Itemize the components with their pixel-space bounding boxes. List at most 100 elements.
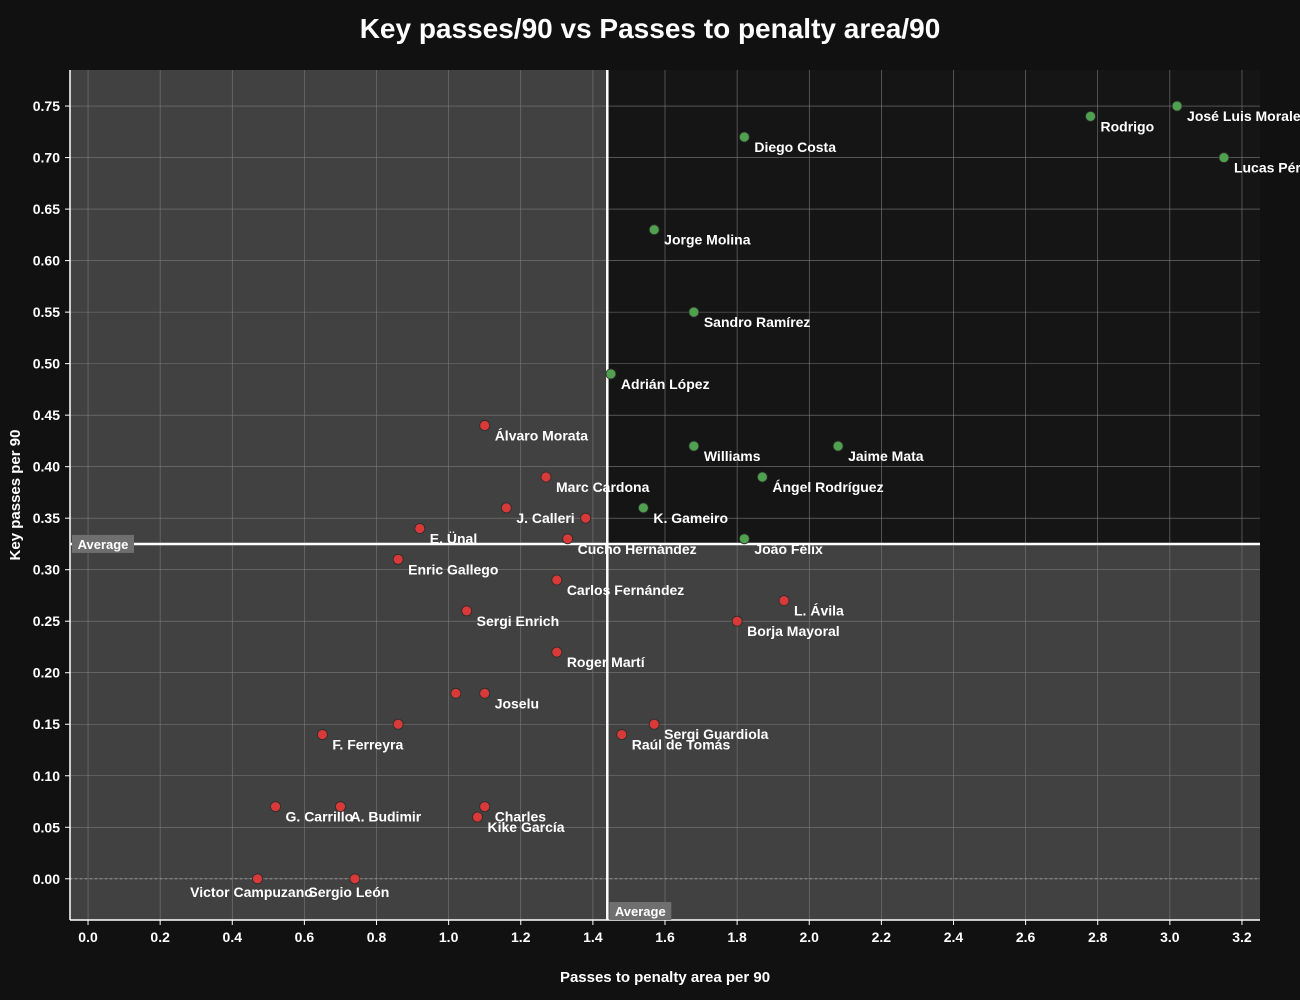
data-point: [317, 730, 327, 740]
y-tick-label: 0.55: [33, 304, 60, 320]
point-label: Sergio León: [308, 884, 389, 900]
data-point: [1172, 101, 1182, 111]
point-label: K. Gameiro: [653, 510, 728, 526]
y-tick-label: 0.25: [33, 613, 60, 629]
data-point: [393, 554, 403, 564]
point-label: Borja Mayoral: [747, 623, 840, 639]
point-label: Sergi Enrich: [477, 613, 559, 629]
data-point: [617, 730, 627, 740]
x-tick-label: 1.0: [439, 929, 459, 945]
data-point: [480, 802, 490, 812]
data-point: [739, 132, 749, 142]
y-tick-label: 0.20: [33, 665, 60, 681]
data-point: [581, 513, 591, 523]
data-point: [779, 596, 789, 606]
data-point: [552, 647, 562, 657]
point-label: Álvaro Morata: [495, 427, 589, 443]
chart-container: Key passes/90 vs Passes to penalty area/…: [0, 0, 1300, 1000]
data-point: [689, 307, 699, 317]
point-label: Carlos Fernández: [567, 582, 684, 598]
y-tick-label: 0.35: [33, 510, 60, 526]
point-label: Rodrigo: [1101, 118, 1155, 134]
data-point: [472, 812, 482, 822]
data-point: [1219, 153, 1229, 163]
plot-area: Average Average José Luis Morales Rodrigo Lu…: [33, 70, 1300, 945]
data-point: [739, 534, 749, 544]
point-label: Roger Martí: [567, 654, 646, 670]
point-label: Sandro Ramírez: [704, 314, 811, 330]
data-point: [335, 802, 345, 812]
x-tick-label: 2.2: [872, 929, 892, 945]
x-tick-label: 0.0: [78, 929, 98, 945]
data-point: [732, 616, 742, 626]
data-point: [462, 606, 472, 616]
data-point: [757, 472, 767, 482]
y-tick-label: 0.75: [33, 98, 60, 114]
data-point: [833, 441, 843, 451]
x-tick-label: 1.8: [727, 929, 747, 945]
y-tick-label: 0.15: [33, 716, 60, 732]
point-label: Enric Gallego: [408, 561, 498, 577]
data-point: [350, 874, 360, 884]
y-tick-label: 0.05: [33, 819, 60, 835]
point-label: José Luis Morales: [1187, 108, 1300, 124]
y-tick-label: 0.10: [33, 768, 60, 784]
data-point: [393, 719, 403, 729]
point-label: Cucho Hernández: [578, 541, 697, 557]
point-label: Victor Campuzano: [190, 884, 313, 900]
point-label: F. Ferreyra: [332, 737, 403, 753]
x-tick-label: 0.6: [295, 929, 315, 945]
point-label: Jaime Mata: [848, 448, 924, 464]
data-point: [563, 534, 573, 544]
data-point: [415, 523, 425, 533]
data-point: [552, 575, 562, 585]
point-label: Adrián López: [621, 376, 710, 392]
data-point: [541, 472, 551, 482]
data-point: [689, 441, 699, 451]
point-label: Jorge Molina: [664, 232, 751, 248]
y-tick-label: 0.50: [33, 356, 60, 372]
x-tick-label: 1.4: [583, 929, 603, 945]
y-tick-label: 0.30: [33, 562, 60, 578]
avg-label-x-text: Average: [615, 904, 666, 919]
y-tick-label: 0.45: [33, 407, 60, 423]
data-point: [638, 503, 648, 513]
x-tick-label: 1.2: [511, 929, 531, 945]
point-label: L. Ávila: [794, 603, 844, 619]
chart-title: Key passes/90 vs Passes to penalty area/…: [360, 13, 941, 44]
data-point: [253, 874, 263, 884]
point-label: J. Calleri: [516, 510, 574, 526]
point-label: Marc Cardona: [556, 479, 650, 495]
x-tick-label: 0.4: [223, 929, 243, 945]
x-tick-label: 2.4: [944, 929, 964, 945]
data-point: [649, 719, 659, 729]
point-label: E. Ünal: [430, 530, 477, 546]
x-tick-label: 2.8: [1088, 929, 1108, 945]
point-label: João Félix: [754, 541, 823, 557]
data-point: [480, 420, 490, 430]
scatter-chart: Key passes/90 vs Passes to penalty area/…: [0, 0, 1300, 1000]
avg-label-y-text: Average: [78, 537, 129, 552]
y-tick-label: 0.60: [33, 253, 60, 269]
point-label: Williams: [704, 448, 761, 464]
data-point: [271, 802, 281, 812]
x-axis-label: Passes to penalty area per 90: [560, 969, 770, 986]
x-tick-label: 0.2: [150, 929, 170, 945]
x-tick-label: 3.2: [1232, 929, 1252, 945]
point-label: Raúl de Tomás: [632, 737, 731, 753]
point-label: Ángel Rodríguez: [772, 479, 883, 495]
point-label: Joselu: [495, 695, 539, 711]
x-tick-label: 2.6: [1016, 929, 1036, 945]
x-tick-label: 2.0: [800, 929, 820, 945]
data-point: [1086, 111, 1096, 121]
data-point: [649, 225, 659, 235]
point-label: Lucas Pérez: [1234, 160, 1300, 176]
y-tick-label: 0.65: [33, 201, 60, 217]
y-tick-label: 0.00: [33, 871, 60, 887]
y-tick-label: 0.40: [33, 459, 60, 475]
data-point: [480, 688, 490, 698]
y-axis-label: Key passes per 90: [7, 430, 24, 561]
data-point: [451, 688, 461, 698]
x-tick-label: 1.6: [655, 929, 675, 945]
x-tick-label: 3.0: [1160, 929, 1180, 945]
